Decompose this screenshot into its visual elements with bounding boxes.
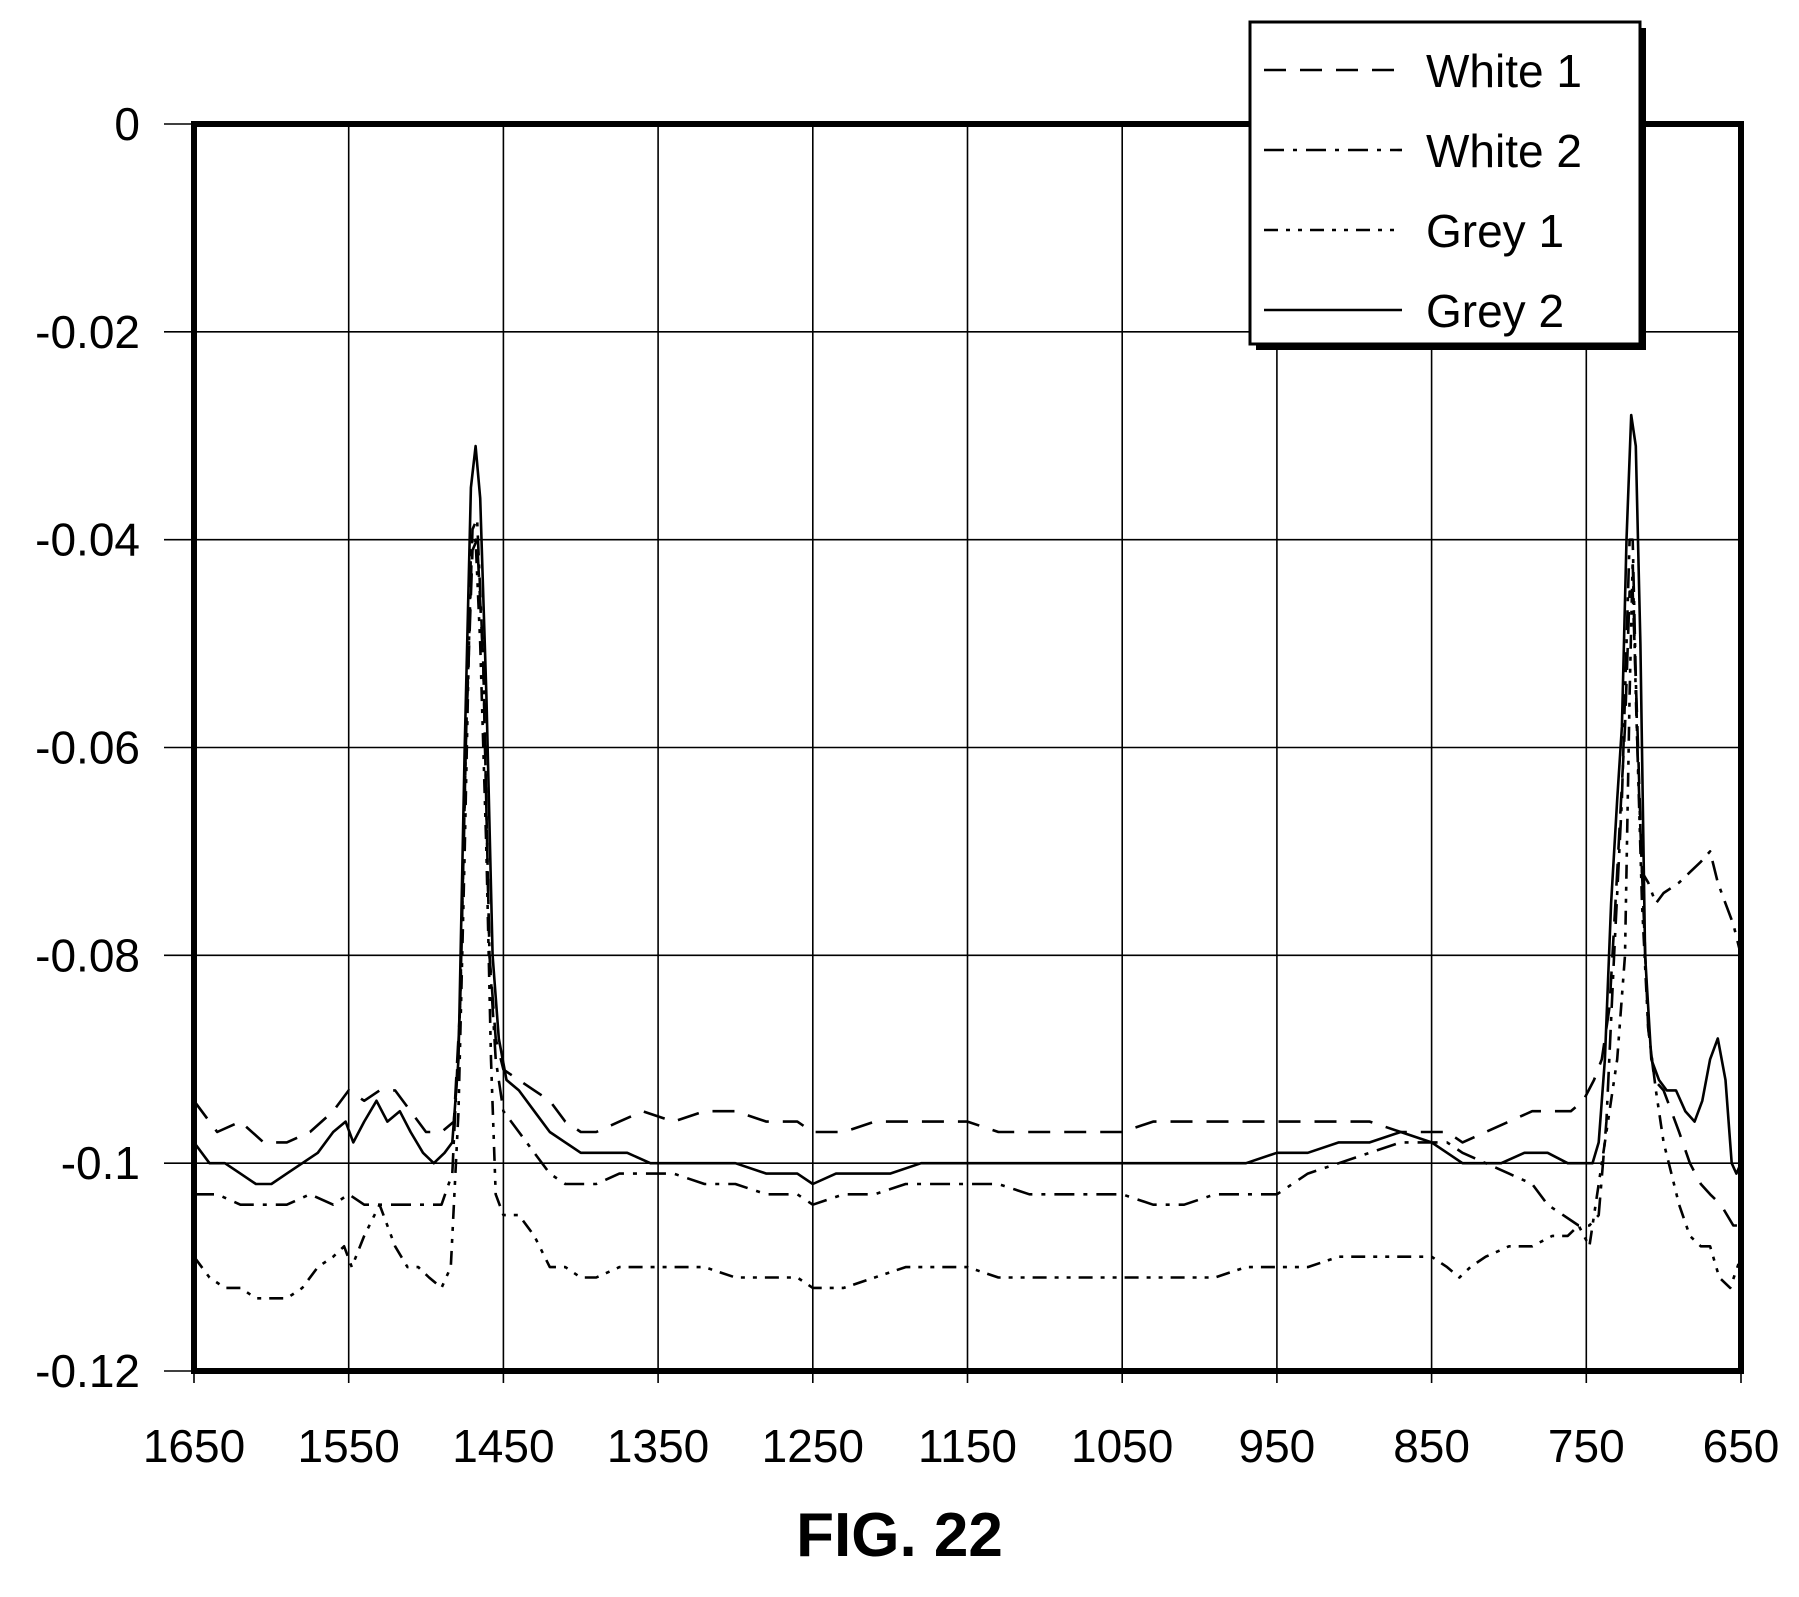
x-tick-label: 1150 (918, 1420, 1017, 1472)
x-tick-label: 650 (1703, 1420, 1780, 1472)
x-tick-label: 850 (1393, 1420, 1470, 1472)
x-tick-labels: 1650 1550 1450 1350 1250 1150 1050 950 850 750 650 (143, 1420, 1780, 1472)
series-line-white-2 (194, 517, 1743, 1227)
legend-label: Grey 1 (1426, 205, 1564, 257)
legend-box (1248, 20, 1642, 346)
legend-label: White 2 (1426, 125, 1582, 177)
legend: White 1 White 2 Grey 1 Grey 2 (1248, 20, 1646, 350)
y-tick-label: 0 (114, 98, 140, 150)
y-tick-label: -0.08 (35, 929, 140, 981)
legend-label: Grey 2 (1426, 285, 1564, 337)
y-tick-labels: 0 -0.02 -0.04 -0.06 -0.08 -0.1 -0.12 (35, 98, 140, 1397)
x-tick-label: 1050 (1071, 1420, 1173, 1472)
x-tick-label: 750 (1548, 1420, 1625, 1472)
y-tick-label: -0.12 (35, 1345, 140, 1397)
x-tick-label: 1550 (298, 1420, 400, 1472)
figure-caption: FIG. 22 (796, 1501, 1003, 1570)
y-tick-label: -0.06 (35, 722, 140, 774)
x-tick-label: 1350 (607, 1420, 709, 1472)
series-line-grey-2 (192, 413, 1743, 1186)
y-tick-label: -0.1 (61, 1137, 140, 1189)
series-lines (192, 413, 1743, 1300)
x-tick-label: 1650 (143, 1420, 245, 1472)
x-tick-label: 1250 (762, 1420, 864, 1472)
x-tick-label: 950 (1239, 1420, 1316, 1472)
legend-label: White 1 (1426, 45, 1582, 97)
y-tick-label: -0.02 (35, 306, 140, 358)
series-line-grey-1 (192, 538, 1743, 1300)
plot-frame (191, 121, 1744, 1374)
y-tick-label: -0.04 (35, 514, 140, 566)
x-tick-label: 1450 (452, 1420, 554, 1472)
